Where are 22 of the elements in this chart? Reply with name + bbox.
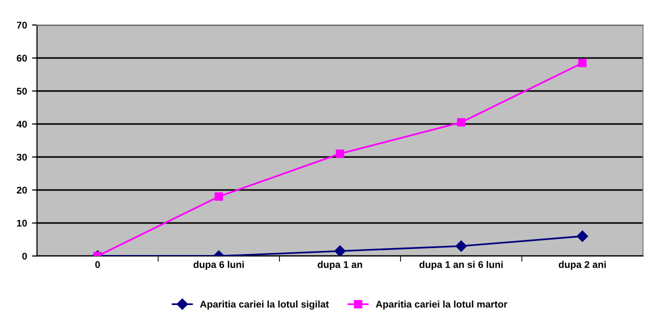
point <box>334 245 346 256</box>
y-tick-label: 40 <box>16 120 27 128</box>
point <box>576 230 588 242</box>
x-tick-label: dupa 1 an <box>318 260 362 270</box>
x-tick-label: dupa 1 an si 6 luni <box>419 260 503 270</box>
y-tick-label: 50 <box>16 88 27 95</box>
y-tick-label: 30 <box>16 154 27 161</box>
point <box>336 150 344 158</box>
y-tick-label: 20 <box>16 186 27 194</box>
legend-label: Aparitia cariei la lotul sigilat <box>200 300 329 310</box>
y-tick-label: 60 <box>16 54 27 62</box>
point <box>457 118 466 127</box>
x-tick-label: dupa 2 ani <box>558 260 606 270</box>
y-tick-label: 70 <box>16 22 27 29</box>
legend-label: Aparitia cariei la lotul martor <box>376 300 508 310</box>
point <box>214 192 223 201</box>
point <box>456 240 467 252</box>
y-tick-label: 10 <box>17 220 27 227</box>
x-tick-label: dupa 6 luni <box>194 260 244 270</box>
x-tick-label: 0 <box>95 261 100 268</box>
point <box>578 58 587 68</box>
y-tick-label: 0 <box>22 252 27 260</box>
